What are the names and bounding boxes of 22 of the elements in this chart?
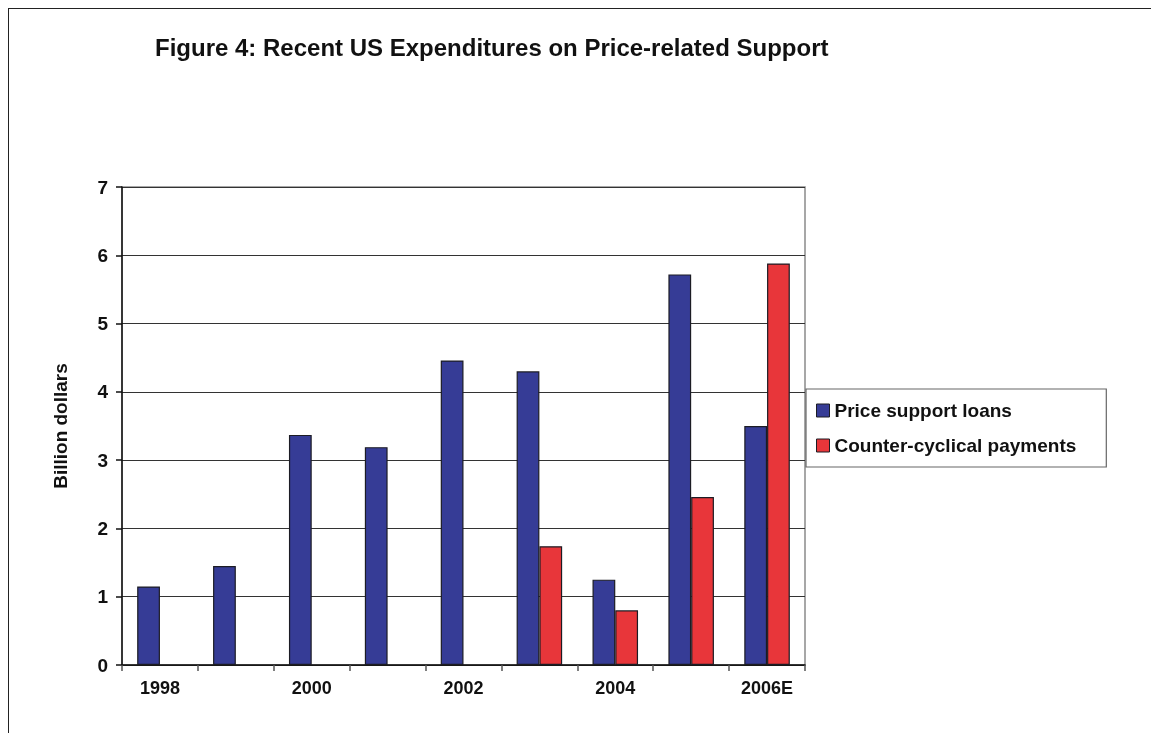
chart-title: Figure 4: Recent US Expenditures on Price-related Support bbox=[155, 33, 829, 61]
x-tick-label: 2002 bbox=[443, 678, 484, 698]
y-tick-label: 6 bbox=[97, 244, 108, 266]
y-tick-label: 2 bbox=[97, 517, 108, 539]
bar bbox=[364, 447, 388, 665]
bar bbox=[288, 434, 312, 665]
y-tick-label: 0 bbox=[97, 654, 108, 676]
x-tick-label: 2006E bbox=[741, 678, 794, 698]
y-tick-label: 3 bbox=[97, 449, 108, 471]
legend-label: Counter-cyclical payments bbox=[834, 435, 1077, 456]
y-tick-label: 7 bbox=[97, 176, 108, 198]
bar bbox=[213, 565, 236, 665]
y-tick-label: 5 bbox=[97, 313, 109, 335]
y-tick-label: 4 bbox=[97, 381, 109, 403]
y-axis-title: Billion dollars bbox=[50, 363, 71, 489]
legend-label: Price support loans bbox=[834, 400, 1012, 421]
bar bbox=[137, 586, 160, 665]
x-tick-label: 1998 bbox=[139, 678, 180, 698]
bar bbox=[440, 360, 464, 665]
x-tick-label: 2000 bbox=[291, 678, 332, 698]
y-tick-label: 1 bbox=[97, 586, 109, 608]
x-tick-label: 2004 bbox=[595, 678, 636, 698]
